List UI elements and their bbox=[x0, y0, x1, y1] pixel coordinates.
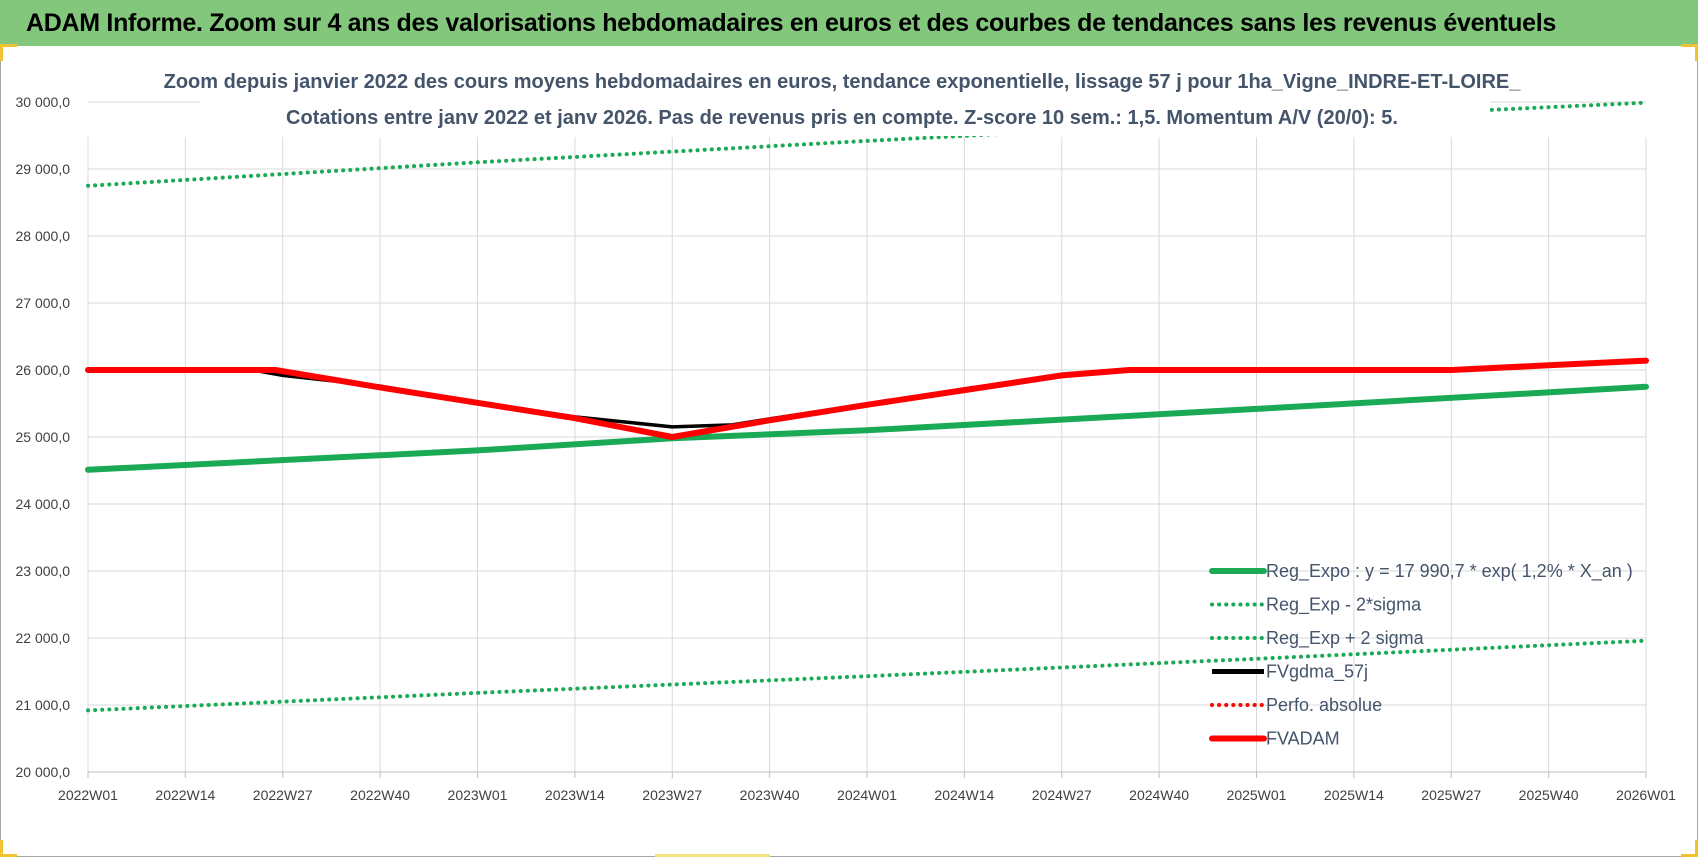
y-tick-label: 22 000,0 bbox=[16, 630, 71, 646]
x-tick-label: 2024W14 bbox=[934, 787, 994, 803]
series-line-5 bbox=[85, 357, 1649, 440]
chart-title: Zoom depuis janvier 2022 des cours moyen… bbox=[164, 71, 1522, 93]
x-tick-label: 2023W01 bbox=[448, 787, 508, 803]
x-tick-label: 2025W40 bbox=[1519, 787, 1579, 803]
y-tick-label: 30 000,0 bbox=[16, 94, 71, 110]
selection-handle bbox=[655, 854, 770, 857]
corner-marker-top-left bbox=[0, 44, 17, 61]
series-line-1 bbox=[86, 638, 1648, 713]
corner-marker-top-right bbox=[1681, 44, 1698, 61]
legend-label: Reg_Exp + 2 sigma bbox=[1266, 628, 1425, 649]
x-tick-label: 2024W27 bbox=[1032, 787, 1092, 803]
y-tick-label: 26 000,0 bbox=[16, 362, 71, 378]
axis-layer: 20 000,0 21 000,0 22 000,0 23 000,0 24 000,0… bbox=[16, 94, 1677, 803]
y-tick-label: 27 000,0 bbox=[16, 295, 71, 311]
legend: Reg_Expo : y = 17 990,7 * exp( 1,2% * X_… bbox=[1209, 561, 1633, 749]
y-tick-label: 23 000,0 bbox=[16, 563, 71, 579]
x-tick-label: 2023W27 bbox=[642, 787, 702, 803]
series-line-0 bbox=[85, 383, 1649, 473]
x-tick-label: 2022W01 bbox=[58, 787, 118, 803]
chart-subtitle: Cotations entre janv 2022 et janv 2026. … bbox=[286, 107, 1398, 129]
chart-title-background bbox=[200, 66, 1490, 136]
x-tick-label: 2023W14 bbox=[545, 787, 605, 803]
x-tick-label: 2024W01 bbox=[837, 787, 897, 803]
x-tick-label: 2025W14 bbox=[1324, 787, 1384, 803]
legend-label: Perfo. absolue bbox=[1266, 695, 1382, 715]
y-tick-label: 21 000,0 bbox=[16, 697, 71, 713]
y-tick-label: 28 000,0 bbox=[16, 228, 71, 244]
x-tick-label: 2022W27 bbox=[253, 787, 313, 803]
y-tick-label: 25 000,0 bbox=[16, 429, 71, 445]
legend-label: FVgdma_57j bbox=[1266, 662, 1368, 683]
x-tick-label: 2025W01 bbox=[1227, 787, 1287, 803]
legend-label: Reg_Expo : y = 17 990,7 * exp( 1,2% * X_… bbox=[1266, 561, 1633, 582]
y-tick-label: 24 000,0 bbox=[16, 496, 71, 512]
y-tick-label: 29 000,0 bbox=[16, 161, 71, 177]
grid-layer bbox=[87, 101, 1647, 773]
legend-label: Reg_Exp - 2*sigma bbox=[1266, 595, 1422, 616]
x-tick-label: 2026W01 bbox=[1616, 787, 1676, 803]
corner-marker-bottom-left bbox=[0, 840, 17, 857]
x-tick-label: 2025W27 bbox=[1421, 787, 1481, 803]
report-banner: ADAM Informe. Zoom sur 4 ans des valoris… bbox=[0, 0, 1698, 46]
x-tick-label: 2022W14 bbox=[155, 787, 215, 803]
x-tick-label: 2022W40 bbox=[350, 787, 410, 803]
legend-label: FVADAM bbox=[1266, 729, 1340, 749]
x-tick-label: 2023W40 bbox=[740, 787, 800, 803]
x-tick-label: 2024W40 bbox=[1129, 787, 1189, 803]
y-tick-label: 20 000,0 bbox=[16, 764, 71, 780]
corner-marker-bottom-right bbox=[1681, 840, 1698, 857]
